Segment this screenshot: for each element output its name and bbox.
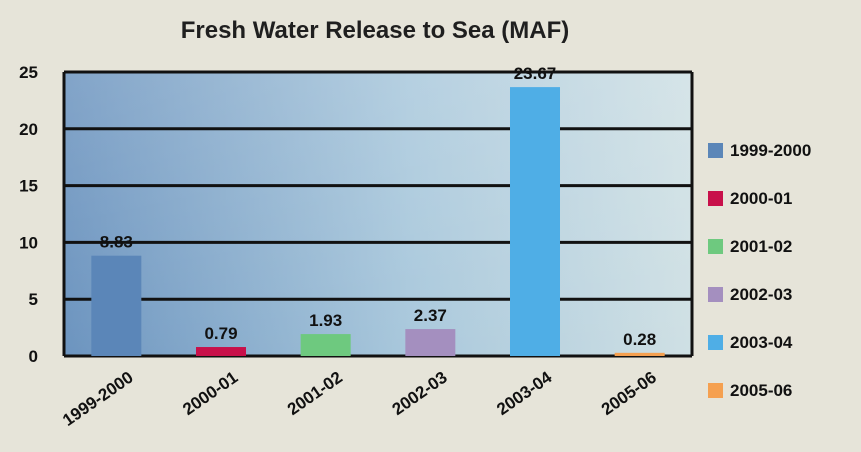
y-tick-label: 25: [19, 63, 38, 82]
x-tick-label: 2003-04: [493, 367, 555, 419]
y-tick-label: 15: [19, 177, 38, 196]
bar-2005-06: [614, 352, 665, 356]
legend-swatch: [708, 287, 723, 302]
y-tick-label: 0: [29, 347, 38, 366]
legend-swatch: [708, 335, 723, 350]
legend-swatch: [708, 383, 723, 398]
legend-label: 2005-06: [730, 381, 792, 400]
x-tick-label: 2001-02: [284, 368, 346, 419]
y-tick-label: 5: [29, 290, 38, 309]
x-tick-label: 1999-2000: [59, 368, 137, 430]
data-label: 8.83: [100, 233, 133, 252]
x-tick-label: 2000-01: [179, 368, 241, 419]
x-tick-label: 2002-03: [389, 368, 451, 419]
legend: 1999-2000 2000-01 2001-02 2002-03 2003-04 200…: [708, 141, 811, 400]
legend-swatch: [708, 143, 723, 158]
legend-label: 2000-01: [730, 189, 792, 208]
data-label: 1.93: [309, 311, 342, 330]
legend-label: 2001-02: [730, 237, 792, 256]
legend-label: 2003-04: [730, 333, 793, 352]
data-label: 0.28: [623, 330, 656, 349]
legend-label: 1999-2000: [730, 141, 811, 160]
bar-2003-04: [510, 87, 560, 357]
plot-area-sheen: [64, 72, 692, 356]
bar-2001-02: [300, 334, 351, 356]
chart-title: Fresh Water Release to Sea (MAF): [181, 17, 570, 44]
data-label: 23.67: [514, 64, 557, 83]
bar-2002-03: [405, 329, 456, 356]
data-label: 2.37: [414, 306, 447, 325]
legend-swatch: [708, 239, 723, 254]
y-tick-label: 10: [19, 233, 38, 252]
bar-2000-01: [196, 347, 246, 356]
legend-label: 2002-03: [730, 285, 792, 304]
legend-swatch: [708, 191, 723, 206]
data-label: 0.79: [204, 324, 237, 343]
bar-1999-2000: [91, 255, 142, 356]
y-tick-label: 20: [19, 120, 38, 139]
x-tick-label: 2005-06: [598, 368, 660, 419]
